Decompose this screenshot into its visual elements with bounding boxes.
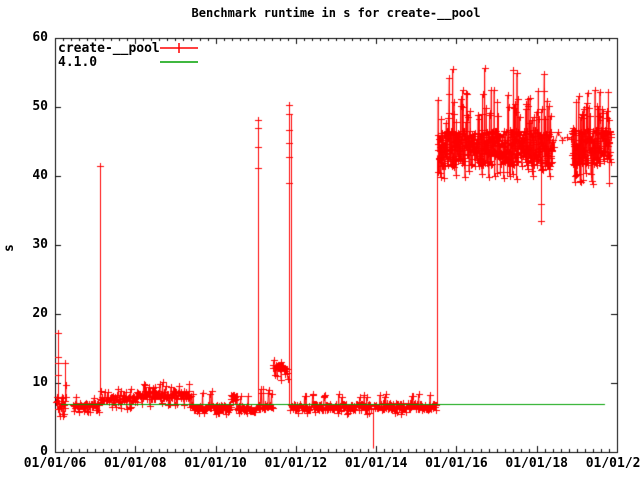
- x-tick-label: 01/01/20: [585, 456, 640, 471]
- legend-line-icon: [160, 61, 198, 63]
- y-tick-label: 60: [32, 30, 48, 45]
- x-tick-label: 01/01/06: [23, 456, 87, 471]
- x-tick-label: 01/01/12: [264, 456, 328, 471]
- legend-item: create-__pool: [58, 40, 200, 56]
- legend-label: create-__pool: [58, 40, 160, 56]
- y-tick-label: 20: [32, 306, 48, 321]
- x-tick-label: 01/01/14: [344, 456, 408, 471]
- legend-plus-line-icon: [160, 43, 198, 53]
- x-tick-label: 01/01/10: [184, 456, 247, 471]
- legend: create-__pool 4.1.0: [58, 40, 200, 70]
- x-tick-label: 01/01/16: [425, 456, 488, 471]
- legend-item: 4.1.0: [58, 54, 200, 70]
- legend-label: 4.1.0: [58, 54, 98, 70]
- y-tick-label: 0: [40, 444, 48, 459]
- y-tick-label: 40: [32, 168, 48, 183]
- y-tick-label: 50: [32, 99, 48, 114]
- chart-title: Benchmark runtime in s for create-__pool: [191, 6, 481, 20]
- x-tick-label: 01/01/18: [505, 456, 569, 471]
- x-tick-label: 01/01/08: [103, 456, 167, 471]
- y-tick-label: 10: [32, 375, 48, 390]
- y-tick-label: 30: [32, 237, 48, 252]
